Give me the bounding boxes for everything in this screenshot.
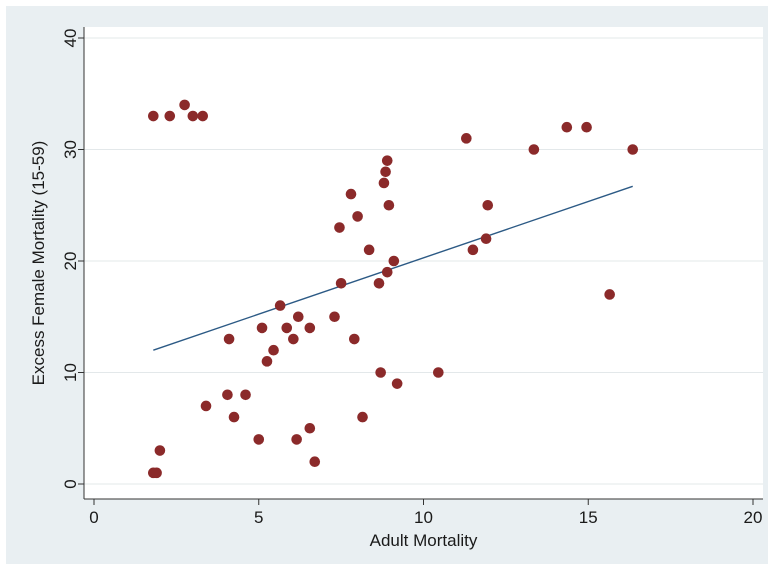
data-points — [148, 99, 639, 479]
data-point — [345, 188, 357, 200]
y-tick-label: 10 — [61, 363, 80, 382]
data-point — [268, 344, 279, 356]
data-point — [304, 422, 316, 434]
data-point — [381, 155, 393, 166]
x-tick-label: 0 — [89, 508, 98, 527]
data-point — [581, 121, 592, 133]
data-point — [604, 289, 615, 300]
plot-background — [84, 27, 763, 499]
data-point — [433, 367, 444, 378]
data-point — [383, 199, 395, 211]
x-axis-ticks: 0 5 10 15 20 — [89, 499, 762, 527]
data-point — [528, 144, 540, 155]
x-tick-label: 15 — [579, 508, 598, 527]
data-point — [288, 333, 299, 345]
x-tick-label: 20 — [744, 508, 763, 527]
data-point — [151, 467, 162, 479]
x-tick-label: 5 — [254, 508, 263, 527]
y-tick-label: 0 — [61, 479, 80, 488]
data-point — [281, 322, 293, 334]
data-point — [291, 434, 302, 445]
data-point — [179, 99, 190, 111]
data-point — [461, 133, 472, 144]
y-tick-label: 40 — [61, 29, 80, 48]
y-tick-label: 30 — [61, 140, 80, 159]
data-point — [357, 411, 368, 423]
data-point — [292, 311, 304, 323]
chart-frame: 0 5 10 15 20 0 10 20 30 40 Adult Mortality Exces… — [6, 6, 768, 564]
data-point — [154, 445, 166, 456]
data-point — [148, 110, 159, 122]
data-point — [349, 333, 360, 345]
data-point — [480, 233, 492, 244]
data-point — [329, 311, 340, 323]
y-axis-label: Excess Female Mortality (15-59) — [29, 141, 48, 386]
data-point — [197, 110, 209, 122]
data-point — [381, 266, 393, 278]
fit-line-layer — [153, 185, 633, 351]
y-axis-ticks: 0 10 20 30 40 — [61, 29, 84, 489]
data-point — [467, 244, 479, 256]
data-point — [222, 389, 233, 401]
data-point — [309, 456, 321, 468]
data-point — [261, 356, 273, 367]
data-point — [375, 367, 386, 378]
y-tick-label: 20 — [61, 252, 80, 271]
x-tick-label: 10 — [414, 508, 433, 527]
data-point — [561, 121, 573, 133]
data-point — [256, 322, 268, 334]
data-point — [274, 300, 286, 311]
data-point — [335, 278, 347, 289]
data-point — [482, 199, 494, 211]
gridlines — [84, 37, 763, 485]
data-point — [352, 211, 363, 222]
data-point — [253, 434, 265, 445]
data-point — [240, 389, 251, 401]
data-point — [187, 110, 199, 122]
data-point — [627, 144, 639, 155]
data-point — [304, 322, 316, 334]
data-point — [334, 222, 345, 233]
data-point — [380, 166, 391, 178]
plot-area — [84, 27, 763, 499]
data-point — [391, 378, 403, 389]
data-point — [378, 177, 390, 189]
data-point — [363, 244, 375, 256]
data-point — [164, 110, 176, 122]
data-point — [228, 411, 240, 423]
data-point — [223, 333, 235, 345]
data-point — [200, 400, 212, 412]
fit-line — [153, 185, 633, 351]
x-axis-label: Adult Mortality — [370, 531, 478, 550]
data-point — [373, 278, 385, 289]
scatter-chart: 0 5 10 15 20 0 10 20 30 40 Adult Mortality Exces… — [29, 27, 763, 550]
data-point — [388, 255, 400, 267]
